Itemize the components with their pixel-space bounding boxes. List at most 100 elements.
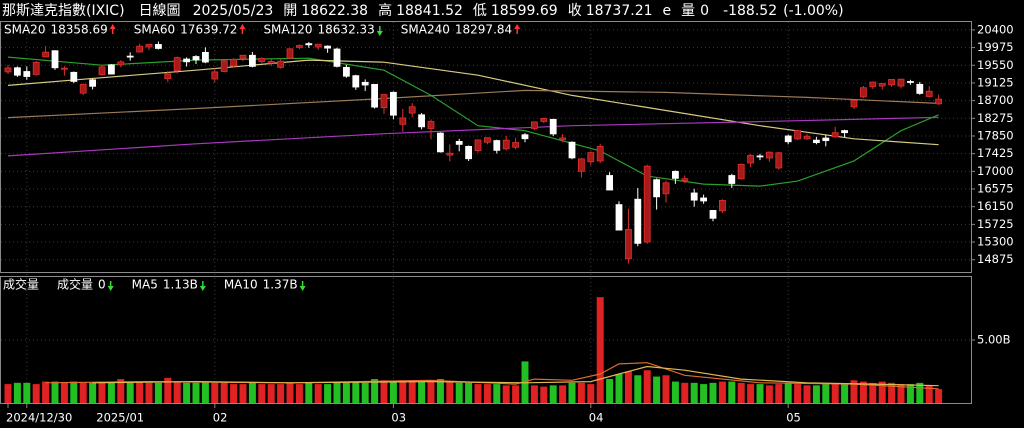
volume-bar: [267, 384, 275, 403]
candle-body: [108, 64, 115, 75]
volume-bar: [60, 382, 68, 403]
ma-line: [92, 365, 939, 387]
volume-bar: [850, 380, 858, 403]
volume-bar: [248, 382, 256, 403]
candle-body: [897, 78, 905, 87]
volume-bar: [136, 381, 144, 403]
candle-body: [483, 137, 491, 143]
y-tick-label: 17850: [977, 128, 1014, 142]
volume-bar: [803, 385, 811, 403]
header-text: 18841.52: [396, 3, 463, 19]
volume-bar: [728, 381, 736, 403]
plot: [4, 41, 943, 403]
volume-bar: [502, 385, 510, 403]
candle-body: [813, 139, 820, 144]
candle-body: [333, 48, 341, 67]
candle-body: [211, 71, 219, 80]
volume-bar: [286, 382, 294, 403]
candle-body: [634, 198, 642, 244]
volume-bar: [4, 384, 12, 403]
volume-bar: [859, 381, 867, 403]
header-text: 0: [98, 278, 106, 292]
y-tick-label: 15725: [977, 217, 1014, 231]
volume-bar: [380, 380, 388, 403]
candle-body: [248, 54, 256, 67]
volume-bar: [747, 384, 755, 403]
candle-body: [361, 81, 369, 86]
volume-bar: [352, 381, 360, 403]
volume-bar: [455, 382, 463, 403]
candle-body: [700, 197, 707, 202]
candle-body: [531, 121, 538, 129]
candle-body: [606, 175, 613, 191]
volume-bar: [540, 386, 548, 403]
candle-body: [230, 58, 238, 67]
header-text: -188.52: [723, 3, 777, 19]
ma-line: [7, 116, 939, 157]
candle-body: [907, 81, 914, 83]
header-text: 高: [378, 2, 392, 19]
volume-bar: [192, 382, 200, 403]
header-text: SMA60: [134, 23, 175, 37]
trend-arrow: [199, 281, 206, 291]
volume-bar: [681, 382, 689, 403]
candle-body: [117, 61, 125, 66]
volume-bar: [906, 384, 914, 403]
header-text: 18737.21: [586, 3, 653, 19]
header-text: e: [663, 3, 672, 19]
candle-body: [455, 140, 463, 145]
candle-body: [625, 229, 632, 260]
header-text: 18632.33: [318, 23, 375, 37]
header-text: 量: [681, 3, 695, 19]
trend-arrow: [239, 24, 246, 34]
candle-body: [126, 55, 134, 58]
header-text: 18622.38: [301, 3, 368, 19]
volume-bar: [154, 382, 162, 403]
y-tick-label: 19550: [977, 58, 1014, 72]
candle-body: [13, 67, 21, 76]
candle-body: [578, 158, 585, 172]
candle-body: [822, 137, 830, 142]
y-tick-label: 20400: [977, 22, 1014, 36]
volume-bar: [465, 382, 473, 403]
candle-body: [352, 75, 360, 88]
volume-bar: [756, 384, 764, 403]
volume-bar: [549, 385, 557, 403]
candle-body: [286, 48, 294, 59]
candle-body: [878, 83, 886, 87]
volume-bar: [869, 382, 877, 403]
trend-arrow: [299, 281, 306, 291]
candle-body: [51, 50, 59, 69]
header-text: 18599.69: [491, 3, 558, 19]
y-tick-label: 16575: [977, 182, 1014, 196]
candle-body: [850, 99, 858, 108]
arrow-head: [107, 286, 114, 291]
header-text: 1.37B: [263, 278, 298, 292]
candle-body: [831, 132, 839, 138]
y-tick-label: 19975: [977, 40, 1014, 54]
trend-arrow: [107, 281, 114, 291]
candle-body: [136, 45, 144, 53]
volume-bar: [314, 384, 322, 403]
x-tick-label: 03: [391, 411, 406, 425]
candle-body: [371, 83, 379, 108]
candle-body: [841, 130, 848, 134]
volume-bar: [173, 381, 181, 403]
header-text: 1.13B: [163, 278, 198, 292]
candle-body: [70, 71, 78, 82]
candle-body: [324, 45, 332, 49]
candle-body: [446, 152, 454, 156]
header-text: 開: [283, 3, 297, 19]
volume-bar: [164, 377, 172, 403]
header-text: MA5: [132, 278, 158, 292]
candle-body: [869, 81, 877, 87]
candle-body: [201, 51, 209, 63]
header-text: 18358.69: [50, 23, 107, 37]
x-tick-label: 2025/01: [96, 411, 144, 425]
volume-bar: [305, 382, 313, 403]
arrow-head: [239, 24, 246, 29]
volume-bar: [775, 384, 783, 403]
volume-bar: [42, 381, 50, 403]
